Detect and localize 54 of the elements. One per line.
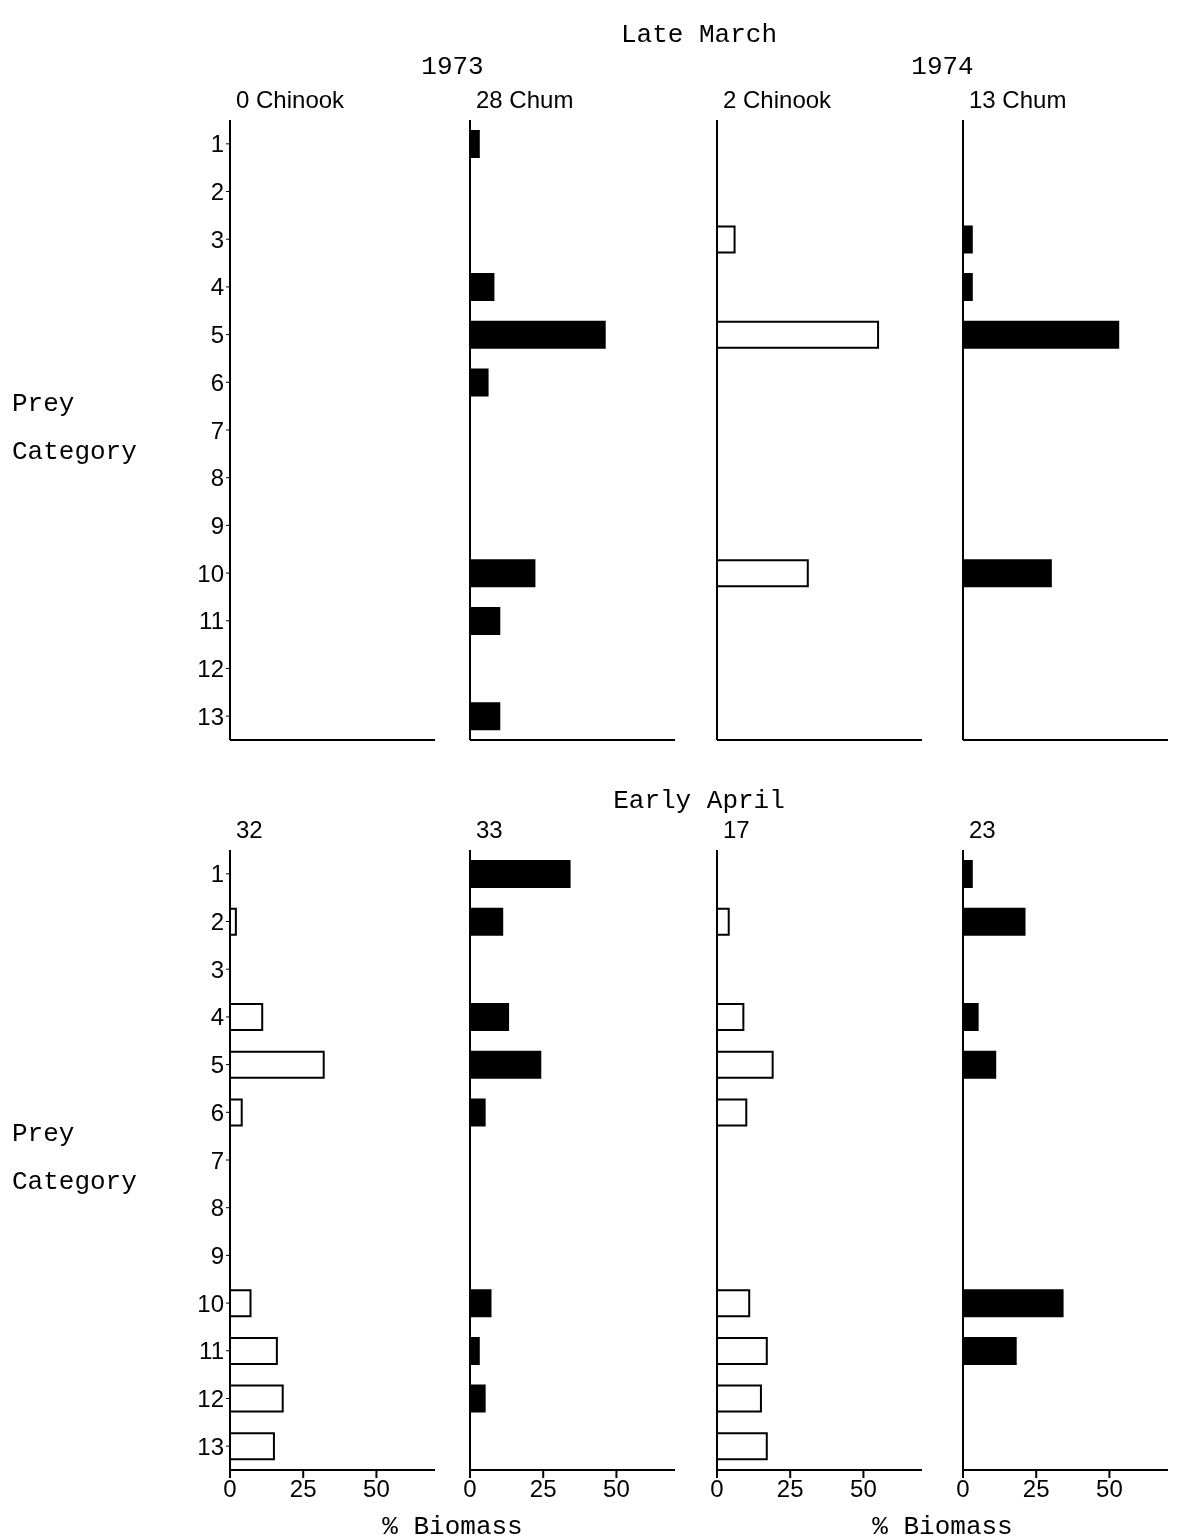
- x-tick-label: 50: [850, 1475, 877, 1503]
- chart-subtitle: 1973: [420, 52, 485, 82]
- y-tick-label: 12: [197, 654, 224, 682]
- y-tick-label: 11: [199, 607, 224, 635]
- x-tick-label: 25: [289, 1475, 317, 1503]
- y-tick-label: 6: [210, 368, 224, 396]
- x-tick-label: 0: [956, 1475, 970, 1503]
- y-tick-label: 9: [210, 511, 224, 539]
- y-tick-label: 3: [210, 225, 224, 253]
- x-tick-label: 50: [1096, 1475, 1123, 1503]
- y-tick-label: 9: [210, 1241, 224, 1269]
- y-tick-label: 13: [197, 1432, 224, 1460]
- y-tick-label: 10: [197, 1289, 224, 1317]
- y-axis-title: Prey Category: [12, 1118, 138, 1199]
- x-tick-label: 0: [463, 1475, 477, 1503]
- y-tick-label: 6: [210, 1098, 224, 1126]
- chart-title: 33: [476, 816, 503, 844]
- text: Late March: [620, 20, 778, 50]
- x-tick-label: 0: [223, 1475, 237, 1503]
- text: Early April: [612, 786, 786, 816]
- chart-title: 17: [723, 816, 750, 844]
- x-tick-label: 25: [529, 1475, 557, 1503]
- y-tick-label: 4: [210, 1003, 224, 1031]
- y-axis-title: Prey Category: [12, 388, 138, 469]
- y-tick-label: 1: [210, 130, 224, 158]
- chart-title: 28 Chum: [476, 86, 574, 114]
- y-tick-label: 5: [210, 1051, 224, 1079]
- y-tick-label: 2: [210, 908, 224, 936]
- chart-title: 23: [969, 816, 996, 844]
- x-axis-title: % Biomass: [381, 1512, 524, 1538]
- x-tick-label: 50: [603, 1475, 630, 1503]
- y-tick-label: 11: [199, 1337, 224, 1365]
- y-tick-label: 8: [210, 1194, 224, 1222]
- chart-title: 13 Chum: [969, 86, 1067, 114]
- x-tick-label: 25: [776, 1475, 804, 1503]
- y-tick-label: 2: [210, 178, 224, 206]
- y-tick-label: 10: [197, 559, 224, 587]
- y-tick-label: 3: [210, 955, 224, 983]
- y-tick-label: 7: [210, 416, 224, 444]
- x-tick-label: 25: [1022, 1475, 1050, 1503]
- chart-subtitle: 1974: [910, 52, 975, 82]
- y-tick-label: 8: [210, 464, 224, 492]
- y-tick-label: 5: [210, 321, 224, 349]
- chart-title: 2 Chinook: [723, 86, 832, 114]
- chart-title: 0 Chinook: [236, 86, 345, 114]
- x-axis-title: % Biomass: [871, 1512, 1014, 1538]
- y-tick-label: 12: [197, 1384, 224, 1412]
- y-tick-label: 4: [210, 273, 224, 301]
- y-tick-label: 7: [210, 1146, 224, 1174]
- y-tick-label: 13: [197, 702, 224, 730]
- x-tick-label: 0: [710, 1475, 724, 1503]
- chart-title: 32: [236, 816, 263, 844]
- y-tick-label: 1: [210, 860, 224, 888]
- x-tick-label: 50: [363, 1475, 390, 1503]
